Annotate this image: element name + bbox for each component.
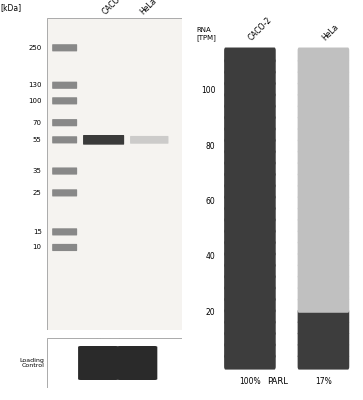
- Text: 35: 35: [33, 168, 42, 174]
- FancyBboxPatch shape: [298, 252, 349, 267]
- Text: 60: 60: [206, 197, 216, 206]
- Text: HeLa: HeLa: [320, 22, 340, 42]
- FancyBboxPatch shape: [298, 275, 349, 290]
- FancyBboxPatch shape: [52, 136, 77, 144]
- FancyBboxPatch shape: [298, 264, 349, 279]
- FancyBboxPatch shape: [298, 59, 349, 74]
- FancyBboxPatch shape: [52, 119, 77, 126]
- Text: 40: 40: [206, 252, 216, 262]
- Text: 80: 80: [206, 142, 216, 151]
- FancyBboxPatch shape: [298, 332, 349, 347]
- FancyBboxPatch shape: [224, 320, 276, 336]
- FancyBboxPatch shape: [224, 275, 276, 290]
- FancyBboxPatch shape: [298, 241, 349, 256]
- FancyBboxPatch shape: [298, 343, 349, 358]
- FancyBboxPatch shape: [224, 195, 276, 210]
- FancyBboxPatch shape: [224, 48, 276, 63]
- FancyBboxPatch shape: [298, 229, 349, 244]
- Text: 17%: 17%: [315, 377, 332, 386]
- Text: 250: 250: [28, 45, 42, 51]
- FancyBboxPatch shape: [224, 161, 276, 176]
- FancyBboxPatch shape: [78, 346, 118, 380]
- FancyBboxPatch shape: [224, 93, 276, 108]
- FancyBboxPatch shape: [298, 207, 349, 222]
- FancyBboxPatch shape: [298, 93, 349, 108]
- FancyBboxPatch shape: [298, 127, 349, 142]
- FancyBboxPatch shape: [224, 286, 276, 302]
- FancyBboxPatch shape: [52, 244, 77, 251]
- Text: Loading
Control: Loading Control: [20, 358, 45, 368]
- FancyBboxPatch shape: [298, 218, 349, 233]
- FancyBboxPatch shape: [298, 150, 349, 165]
- Text: 100: 100: [28, 98, 42, 104]
- FancyBboxPatch shape: [224, 309, 276, 324]
- Text: [kDa]: [kDa]: [0, 3, 21, 12]
- FancyBboxPatch shape: [298, 172, 349, 188]
- FancyBboxPatch shape: [298, 320, 349, 336]
- FancyBboxPatch shape: [224, 264, 276, 279]
- FancyBboxPatch shape: [298, 195, 349, 210]
- FancyBboxPatch shape: [224, 184, 276, 199]
- FancyBboxPatch shape: [298, 298, 349, 313]
- FancyBboxPatch shape: [224, 343, 276, 358]
- FancyBboxPatch shape: [117, 346, 157, 380]
- FancyBboxPatch shape: [224, 82, 276, 97]
- Text: 70: 70: [33, 120, 42, 126]
- FancyBboxPatch shape: [298, 309, 349, 324]
- Text: 20: 20: [206, 308, 216, 317]
- Text: 130: 130: [28, 82, 42, 88]
- FancyBboxPatch shape: [298, 286, 349, 302]
- Text: 25: 25: [33, 190, 42, 196]
- FancyBboxPatch shape: [224, 59, 276, 74]
- FancyBboxPatch shape: [224, 332, 276, 347]
- FancyBboxPatch shape: [224, 127, 276, 142]
- FancyBboxPatch shape: [52, 189, 77, 196]
- FancyBboxPatch shape: [298, 138, 349, 154]
- FancyBboxPatch shape: [52, 44, 77, 51]
- FancyBboxPatch shape: [224, 218, 276, 233]
- Text: 10: 10: [33, 244, 42, 250]
- FancyBboxPatch shape: [52, 168, 77, 175]
- FancyBboxPatch shape: [298, 82, 349, 97]
- Text: 100%: 100%: [239, 377, 261, 386]
- FancyBboxPatch shape: [224, 252, 276, 267]
- Text: CACO-2: CACO-2: [101, 0, 128, 16]
- FancyBboxPatch shape: [224, 207, 276, 222]
- Text: 55: 55: [33, 137, 42, 143]
- FancyBboxPatch shape: [224, 354, 276, 370]
- Text: PARL: PARL: [267, 377, 288, 386]
- FancyBboxPatch shape: [224, 298, 276, 313]
- FancyBboxPatch shape: [83, 135, 124, 145]
- FancyBboxPatch shape: [298, 70, 349, 86]
- FancyBboxPatch shape: [298, 48, 349, 63]
- FancyBboxPatch shape: [47, 338, 182, 388]
- Text: 100: 100: [201, 86, 216, 96]
- Text: High  Low: High Low: [95, 338, 133, 347]
- FancyBboxPatch shape: [224, 150, 276, 165]
- FancyBboxPatch shape: [52, 82, 77, 89]
- FancyBboxPatch shape: [130, 136, 168, 144]
- FancyBboxPatch shape: [298, 116, 349, 131]
- Text: 15: 15: [33, 229, 42, 235]
- Text: RNA
[TPM]: RNA [TPM]: [196, 27, 216, 41]
- FancyBboxPatch shape: [298, 184, 349, 199]
- Text: CACO-2: CACO-2: [247, 15, 274, 42]
- FancyBboxPatch shape: [52, 228, 77, 236]
- FancyBboxPatch shape: [224, 172, 276, 188]
- FancyBboxPatch shape: [224, 138, 276, 154]
- FancyBboxPatch shape: [298, 104, 349, 120]
- FancyBboxPatch shape: [224, 104, 276, 120]
- FancyBboxPatch shape: [52, 97, 77, 104]
- FancyBboxPatch shape: [224, 229, 276, 244]
- FancyBboxPatch shape: [224, 70, 276, 86]
- FancyBboxPatch shape: [47, 18, 182, 330]
- FancyBboxPatch shape: [224, 241, 276, 256]
- FancyBboxPatch shape: [298, 161, 349, 176]
- FancyBboxPatch shape: [298, 354, 349, 370]
- FancyBboxPatch shape: [224, 116, 276, 131]
- Text: HeLa: HeLa: [139, 0, 159, 16]
